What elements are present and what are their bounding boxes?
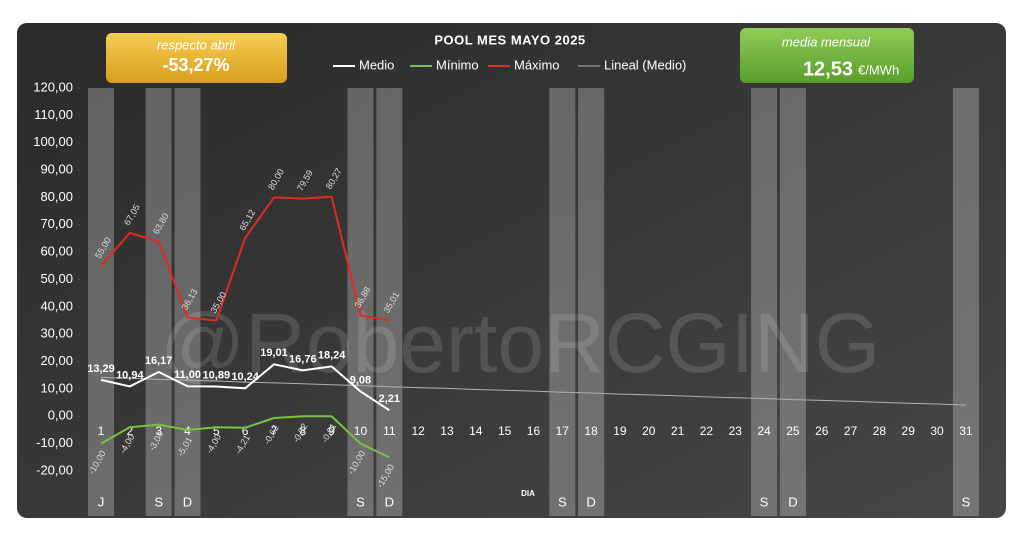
badge-value: 12,53 [803,58,853,80]
data-label: 13,29 [87,363,115,375]
x-tick-label: 17 [556,424,570,438]
x-tick-label: 26 [815,424,829,438]
y-tick-label: -10,00 [36,435,73,450]
data-label: 19,01 [260,347,288,359]
x-tick-label: 22 [700,424,714,438]
weekend-column [751,88,778,516]
x-tick-label: 24 [757,424,771,438]
x-tick-label: 5 [213,424,220,438]
badge-value: -53,27% [162,55,229,75]
badge-unit: €/MWh [858,62,899,77]
x-tick-label: 11 [383,424,396,438]
x-tick-label: 27 [844,424,858,438]
x-tick-label: 13 [440,424,454,438]
y-tick-label: 0,00 [48,408,73,423]
weekend-column [145,88,172,516]
y-tick-label: 60,00 [40,244,73,259]
day-label: D [788,494,797,509]
x-tick-label: 2 [126,424,133,438]
y-tick-label: 30,00 [40,326,73,341]
x-tick-label: 20 [642,424,656,438]
mean-badge [740,28,914,83]
x-tick-label: 23 [729,424,743,438]
y-tick-label: 40,00 [40,298,73,313]
weekend-column [174,88,201,516]
day-label: S [154,494,163,509]
x-tick-label: 1 [98,424,105,438]
x-tick-label: 10 [354,424,368,438]
data-label: 10,94 [116,369,144,381]
day-label: J [98,494,105,509]
weekend-column [549,88,576,516]
x-tick-label: 31 [959,424,973,438]
x-tick-label: 12 [411,424,425,438]
x-tick-label: 3 [155,424,162,438]
weekend-column [578,88,605,516]
y-tick-label: 10,00 [40,380,73,395]
weekend-column [88,88,114,516]
day-label: D [586,494,595,509]
y-tick-label: 80,00 [40,189,73,204]
x-tick-label: 16 [527,424,541,438]
day-label: S [760,494,769,509]
y-tick-label: 100,00 [33,134,73,149]
day-label: S [962,494,971,509]
weekend-column [952,88,979,516]
data-label: 10,89 [203,369,231,381]
weekend-column [779,88,806,516]
panel [17,23,1006,518]
x-tick-label: 9 [328,424,335,438]
x-tick-label: 6 [242,424,249,438]
data-label: 10,24 [231,371,259,383]
badge-title: media mensual [782,34,871,49]
series-line [100,363,390,412]
x-tick-label: 7 [271,424,278,438]
series-line [100,195,390,322]
weekend-column [376,88,403,516]
data-label: 11,00 [174,369,201,381]
day-label: D [385,494,394,509]
x-tick-label: 28 [873,424,887,438]
day-label: S [558,494,567,509]
day-label: D [183,494,192,509]
y-tick-label: 110,00 [34,107,73,122]
day-label: S [356,494,365,509]
data-label: 16,76 [289,353,317,365]
legend-label: Lineal (Medio) [604,57,686,72]
y-tick-label: 50,00 [40,271,73,286]
trend-line [100,376,966,406]
x-tick-label: 14 [469,424,483,438]
y-tick-label: 20,00 [40,353,73,368]
legend-label: Máximo [514,57,560,72]
change-badge [106,33,287,83]
badge-title: respecto abril [157,37,236,52]
x-tick-label: 15 [498,424,512,438]
x-tick-label: 4 [184,424,191,438]
chart-title: POOL MES MAYO 2025 [434,32,585,47]
x-tick-label: 18 [584,424,598,438]
data-label: 18,24 [318,349,346,361]
x-tick-label: 25 [786,424,800,438]
x-tick-label: 21 [671,424,685,438]
y-tick-label: 90,00 [40,162,73,177]
legend-label: Medio [359,57,394,72]
data-label: 9,08 [350,374,371,386]
x-tick-label: 19 [613,424,627,438]
x-tick-label: 30 [930,424,944,438]
y-tick-label: 120,00 [33,79,73,94]
watermark: @RobertoRCGING [160,296,880,390]
legend-label: Mínimo [436,57,479,72]
data-label: 16,17 [145,355,173,367]
series-line [100,415,390,459]
data-label: 2,21 [379,393,400,405]
x-tick-label: 29 [902,424,916,438]
y-tick-label: -20,00 [36,462,73,477]
y-tick-label: 70,00 [40,216,73,231]
x-tick-label: 8 [299,424,306,438]
x-axis-label: DIA [521,489,535,498]
